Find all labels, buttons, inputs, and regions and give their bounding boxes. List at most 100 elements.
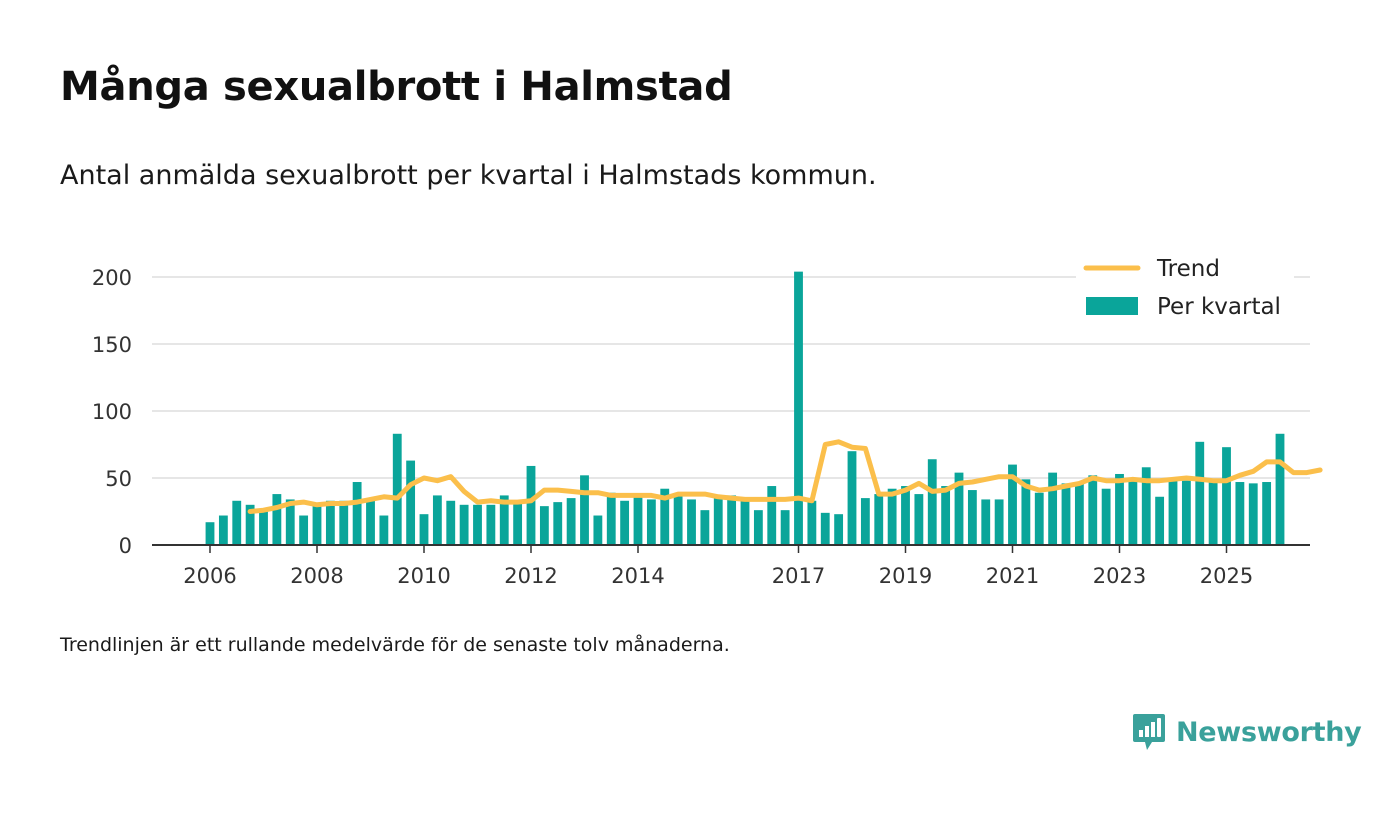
bar [847, 451, 857, 545]
bar [1155, 496, 1165, 545]
bar [700, 510, 710, 545]
bar [566, 498, 576, 545]
bar [981, 499, 991, 545]
bar [1248, 483, 1258, 545]
bar [673, 495, 683, 545]
bar [459, 504, 469, 545]
bar [339, 500, 349, 545]
bar [1181, 480, 1191, 545]
bar [834, 514, 844, 545]
trend-series [247, 439, 1323, 514]
bar [446, 500, 456, 545]
bar [245, 504, 255, 545]
bar [1275, 433, 1285, 545]
bar [259, 511, 268, 545]
newsworthy-logo: Newsworthy [1132, 712, 1362, 752]
bar [580, 475, 589, 545]
bar [687, 499, 696, 545]
bar [392, 433, 402, 545]
bar [1115, 473, 1124, 545]
bar [1141, 467, 1151, 545]
bar [379, 515, 389, 545]
bar [593, 515, 603, 545]
bar [553, 502, 563, 545]
y-tick-label: 200 [92, 266, 132, 290]
bar [1088, 475, 1098, 545]
x-tick-label: 2019 [879, 564, 932, 588]
bar [1195, 441, 1205, 545]
bar [285, 499, 295, 545]
x-tick-label: 2017 [772, 564, 825, 588]
bar [1235, 482, 1245, 545]
bar [419, 514, 429, 545]
bar [767, 486, 777, 545]
bar [499, 495, 509, 545]
bar [927, 459, 937, 545]
x-tick-label: 2008 [290, 564, 343, 588]
bar [272, 494, 282, 545]
legend-trend-label: Trend [1156, 256, 1220, 282]
bar [1222, 447, 1231, 545]
chart-subtitle: Antal anmälda sexualbrott per kvartal i … [60, 160, 877, 191]
bar [901, 486, 910, 545]
y-tick-label: 0 [119, 534, 132, 558]
bar [486, 504, 496, 545]
bar [967, 490, 977, 545]
bar [1061, 483, 1071, 545]
bar [1101, 488, 1111, 545]
brand-name: Newsworthy [1176, 716, 1362, 748]
bar [620, 500, 630, 545]
bar [820, 512, 830, 545]
bar [473, 504, 482, 545]
bar [1034, 492, 1044, 545]
bar [1074, 483, 1084, 545]
x-tick-label: 2012 [504, 564, 557, 588]
bar [406, 460, 416, 545]
chart-title: Många sexualbrott i Halmstad [60, 64, 733, 110]
bar [794, 271, 803, 545]
y-tick-label: 150 [92, 333, 132, 357]
y-tick-label: 100 [92, 400, 132, 424]
bar [1008, 464, 1017, 545]
bar [366, 498, 375, 545]
bar [887, 488, 897, 545]
bar [299, 515, 309, 545]
bar [994, 499, 1004, 545]
bar [1048, 472, 1058, 545]
bar [432, 495, 442, 545]
x-tick-label: 2010 [397, 564, 450, 588]
bar [740, 500, 750, 545]
bar [807, 500, 817, 545]
bar-series [205, 271, 1285, 545]
bar [1168, 480, 1178, 545]
bar [526, 465, 536, 545]
bar [1021, 479, 1031, 545]
bar [205, 522, 215, 545]
axes: 0 50 100 150 200 2006 2008 2010 2012 2014 2017 2019… [92, 266, 1310, 588]
footnote: Trendlinjen är ett rullande medelvärde f… [60, 634, 730, 656]
bar [660, 488, 670, 545]
y-tick-label: 50 [105, 467, 132, 491]
bar [218, 515, 228, 545]
bar [874, 494, 884, 545]
bar [713, 495, 723, 545]
bar [727, 495, 737, 545]
bar [325, 500, 335, 545]
bar [1128, 480, 1138, 545]
trend-line [247, 439, 1323, 514]
x-tick-label: 2006 [183, 564, 236, 588]
bar [539, 506, 549, 545]
legend-bar-swatch [1086, 297, 1138, 315]
legend-bar-label: Per kvartal [1157, 294, 1281, 320]
bar [633, 495, 643, 545]
bar [513, 502, 523, 545]
bar [646, 499, 656, 545]
bar [780, 510, 790, 545]
bar [860, 498, 870, 545]
bar [941, 486, 951, 545]
bar [232, 500, 242, 545]
x-tick-label: 2023 [1093, 564, 1146, 588]
bar [1262, 482, 1272, 545]
bar [312, 504, 322, 545]
